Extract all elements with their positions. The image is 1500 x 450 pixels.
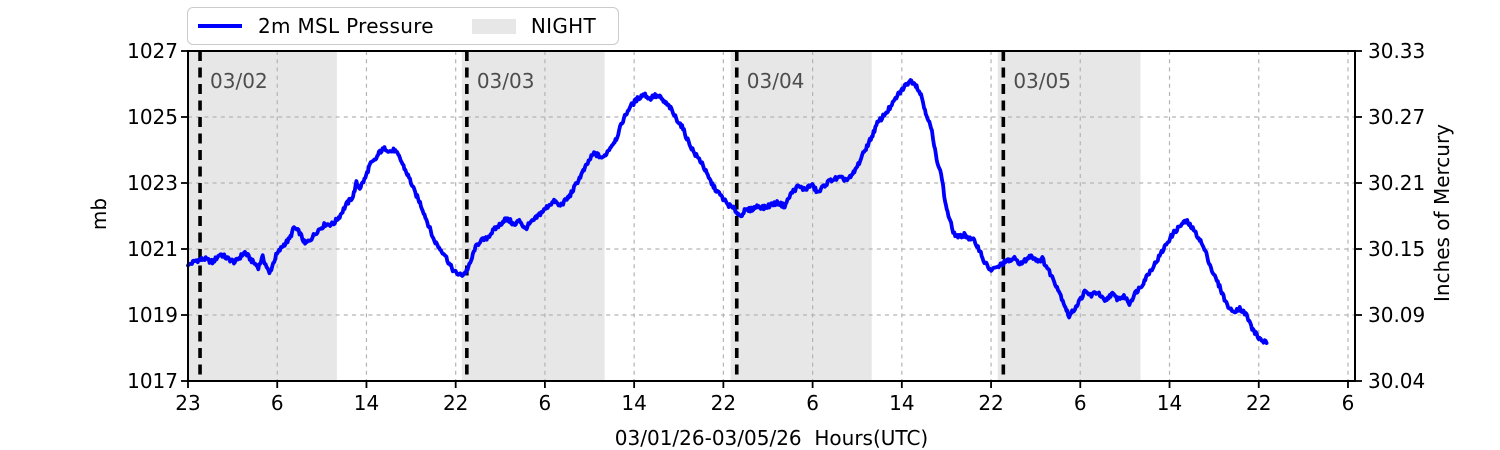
y-tick-label-mb: 1021 [127, 237, 178, 261]
y-axis-label-right: Inches of Mercury [1430, 123, 1454, 303]
legend-label-pressure: 2m MSL Pressure [258, 14, 434, 38]
x-tick-label: 6 [806, 391, 819, 415]
y-tick-label-inhg: 30.09 [1368, 303, 1425, 327]
plot-border [187, 50, 1356, 382]
pressure-line-sample [198, 24, 242, 28]
x-tick-label: 14 [1157, 391, 1182, 415]
night-patch-sample [471, 18, 516, 34]
y-tick-label-mb: 1027 [127, 39, 178, 63]
night-band [188, 51, 337, 381]
y-tick-label-mb: 1023 [127, 171, 178, 195]
x-axis-label: 03/01/26-03/05/26 Hours(UTC) [614, 426, 929, 450]
x-tick-label: 14 [889, 391, 914, 415]
x-tick-label: 22 [711, 391, 736, 415]
legend: 2m MSL Pressure NIGHT [187, 7, 620, 45]
night-band [730, 51, 872, 381]
day-date-label: 03/04 [747, 69, 805, 93]
day-date-label: 03/05 [1013, 69, 1071, 93]
x-tick-label: 6 [271, 391, 284, 415]
night-band [461, 51, 605, 381]
x-tick-label: 6 [1074, 391, 1087, 415]
x-tick-label: 22 [443, 391, 468, 415]
y-tick-label-inhg: 30.15 [1368, 237, 1425, 261]
y-tick-label-mb: 1019 [127, 303, 178, 327]
x-tick-label: 22 [978, 391, 1003, 415]
x-tick-label: 14 [621, 391, 646, 415]
legend-label-night: NIGHT [530, 14, 597, 38]
y-axis-label-left: mb [87, 197, 111, 231]
y-tick-label-inhg: 30.27 [1368, 105, 1425, 129]
x-tick-label: 23 [175, 391, 200, 415]
x-tick-label: 6 [539, 391, 552, 415]
x-tick-label: 22 [1246, 391, 1271, 415]
day-date-label: 03/02 [210, 69, 268, 93]
y-tick-label-inhg: 30.04 [1368, 369, 1425, 393]
pressure-series-line [186, 78, 1269, 345]
y-tick-label-mb: 1025 [127, 105, 178, 129]
day-date-label: 03/03 [477, 69, 535, 93]
x-tick-label: 6 [1342, 391, 1355, 415]
night-band [997, 51, 1141, 381]
y-tick-label-inhg: 30.21 [1368, 171, 1425, 195]
y-tick-label-inhg: 30.33 [1368, 39, 1425, 63]
x-tick-label: 14 [354, 391, 379, 415]
y-tick-label-mb: 1017 [127, 369, 178, 393]
